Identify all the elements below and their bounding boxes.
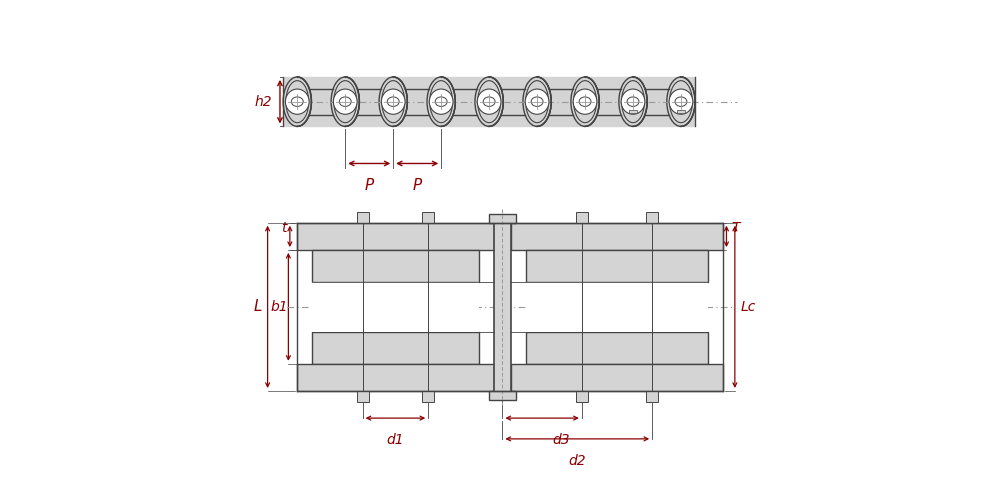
- Bar: [646, 212, 658, 223]
- Ellipse shape: [579, 97, 591, 106]
- Bar: [422, 391, 434, 402]
- Ellipse shape: [387, 97, 399, 106]
- Ellipse shape: [669, 89, 693, 114]
- Bar: [297, 223, 494, 250]
- Ellipse shape: [286, 80, 309, 122]
- Polygon shape: [284, 77, 694, 126]
- Ellipse shape: [670, 80, 692, 122]
- Ellipse shape: [429, 89, 453, 114]
- Ellipse shape: [619, 77, 647, 126]
- Ellipse shape: [381, 89, 405, 114]
- Ellipse shape: [334, 80, 357, 122]
- Ellipse shape: [478, 80, 501, 122]
- Bar: [576, 212, 588, 223]
- Text: T: T: [731, 221, 740, 235]
- Bar: [489, 214, 516, 223]
- Text: Lc: Lc: [741, 300, 756, 314]
- Ellipse shape: [571, 77, 599, 126]
- Bar: [544, 90, 579, 114]
- Ellipse shape: [379, 77, 407, 126]
- Bar: [352, 90, 387, 114]
- Bar: [357, 391, 369, 402]
- Text: t: t: [281, 221, 286, 235]
- Ellipse shape: [483, 97, 495, 106]
- Text: P: P: [365, 178, 374, 194]
- Ellipse shape: [525, 89, 549, 114]
- Bar: [312, 332, 479, 364]
- Text: d1: d1: [387, 433, 404, 447]
- Bar: [489, 391, 516, 400]
- Ellipse shape: [285, 89, 309, 114]
- Ellipse shape: [573, 89, 597, 114]
- Bar: [494, 220, 511, 394]
- Ellipse shape: [477, 89, 501, 114]
- Text: b1: b1: [271, 300, 288, 314]
- Ellipse shape: [283, 77, 311, 126]
- Ellipse shape: [622, 80, 644, 122]
- Bar: [646, 391, 658, 402]
- Text: d2: d2: [568, 454, 586, 468]
- Ellipse shape: [331, 77, 359, 126]
- Bar: [640, 90, 674, 114]
- Ellipse shape: [435, 97, 447, 106]
- Ellipse shape: [427, 77, 455, 126]
- Text: h2: h2: [255, 94, 273, 108]
- Ellipse shape: [675, 97, 687, 106]
- Bar: [448, 90, 483, 114]
- Ellipse shape: [430, 80, 453, 122]
- Bar: [304, 90, 339, 114]
- Bar: [526, 282, 708, 332]
- Text: P: P: [413, 178, 422, 194]
- Ellipse shape: [475, 77, 503, 126]
- Bar: [526, 332, 708, 364]
- Ellipse shape: [526, 80, 549, 122]
- Ellipse shape: [333, 89, 357, 114]
- Bar: [511, 364, 722, 391]
- Bar: [677, 110, 685, 113]
- Ellipse shape: [574, 80, 596, 122]
- Text: d3: d3: [552, 433, 570, 447]
- Bar: [629, 110, 637, 113]
- Bar: [357, 212, 369, 223]
- Bar: [576, 391, 588, 402]
- Bar: [511, 223, 722, 250]
- Bar: [422, 212, 434, 223]
- Bar: [312, 250, 479, 282]
- Text: L: L: [253, 300, 262, 314]
- Ellipse shape: [627, 97, 639, 106]
- Bar: [592, 90, 626, 114]
- Ellipse shape: [523, 77, 551, 126]
- Bar: [526, 250, 708, 282]
- Bar: [297, 364, 494, 391]
- Ellipse shape: [382, 80, 405, 122]
- Ellipse shape: [531, 97, 543, 106]
- Bar: [400, 90, 435, 114]
- Ellipse shape: [667, 77, 695, 126]
- Ellipse shape: [339, 97, 351, 106]
- Bar: [312, 282, 479, 332]
- Bar: [496, 90, 531, 114]
- Ellipse shape: [291, 97, 303, 106]
- Ellipse shape: [621, 89, 645, 114]
